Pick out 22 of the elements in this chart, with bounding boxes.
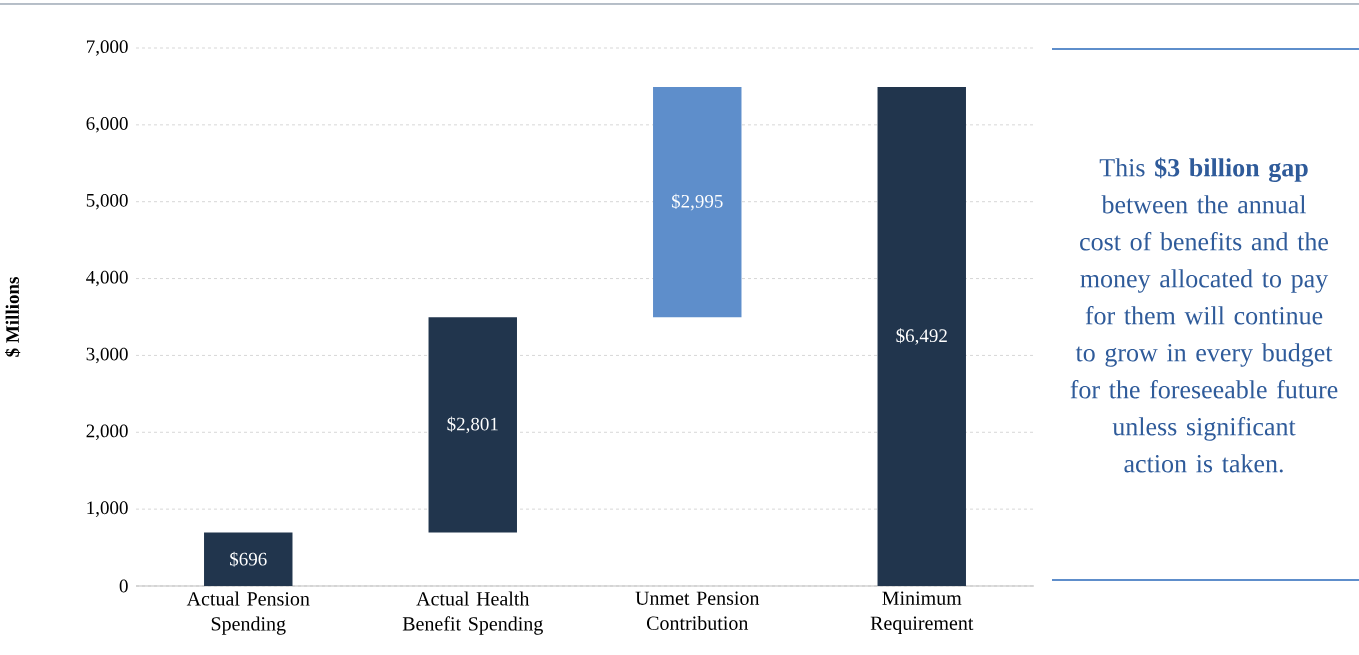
data-label: $6,492 xyxy=(896,328,947,345)
bar xyxy=(204,532,293,586)
y-tick-label: 0 xyxy=(119,579,128,593)
y-tick-label: 7,000 xyxy=(86,40,128,56)
y-tick-label: 6,000 xyxy=(86,117,128,133)
y-tick-label: 5,000 xyxy=(86,193,128,210)
y-tick-label: 3,000 xyxy=(86,347,128,364)
x-tick-label: Minimum Requirement xyxy=(870,591,974,635)
bar xyxy=(877,87,966,586)
data-label: $696 xyxy=(230,551,267,567)
data-label: $2,995 xyxy=(671,193,723,211)
bar xyxy=(428,317,517,533)
x-tick-label: Actual Pension Spending xyxy=(186,591,310,635)
data-label: $2,801 xyxy=(447,416,498,434)
y-axis-title: $ Millions xyxy=(5,277,21,357)
y-tick-label: 1,000 xyxy=(87,501,128,517)
y-tick-label: 4,000 xyxy=(86,270,128,287)
y-tick-label: 2,000 xyxy=(86,424,128,441)
x-tick-label: Actual Health Benefit Spending xyxy=(402,591,543,635)
text: This $3 billion gap between the annual cost of benefits and the money allocated to pay for them will continue to grow in every budget for the foreseeable future unless significant action is taken. xyxy=(1070,157,1338,473)
x-tick-label: Unmet Pension Contribution xyxy=(635,591,760,630)
bar xyxy=(653,87,742,318)
